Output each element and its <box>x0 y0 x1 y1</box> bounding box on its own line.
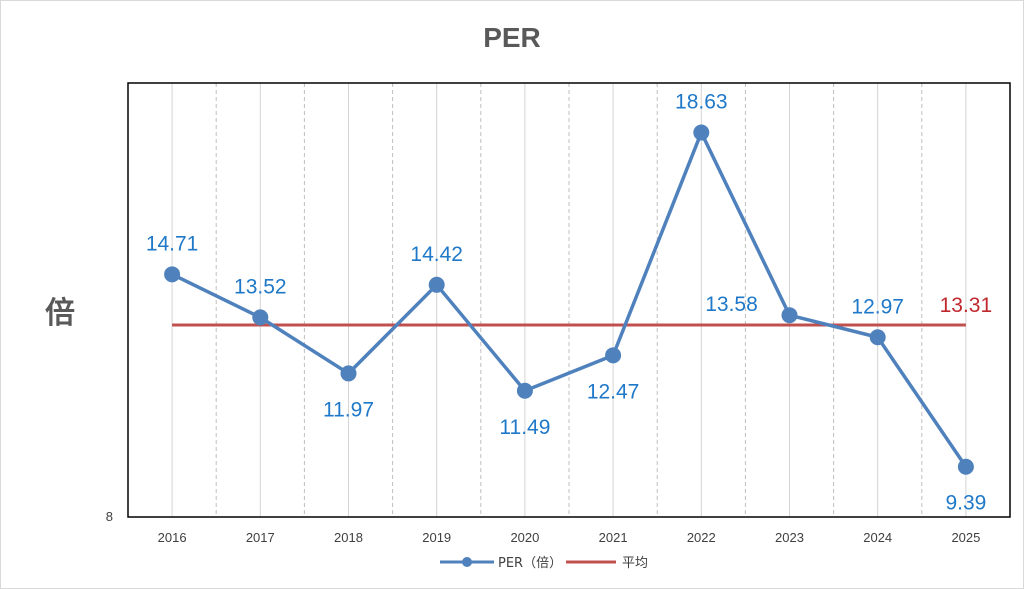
data-labels: 14.71 13.52 11.97 14.42 11.49 12.47 18.63 13.58… <box>146 91 992 515</box>
data-point <box>781 307 798 324</box>
data-label: 18.63 <box>675 91 728 114</box>
plot-area <box>127 82 1011 518</box>
chart-title: PER <box>483 22 541 53</box>
data-label: 12.97 <box>851 295 904 318</box>
data-label: 9.39 <box>945 492 986 515</box>
x-tick-label: 2022 <box>687 530 716 545</box>
x-tick-label: 2025 <box>951 530 980 545</box>
data-label: 11.49 <box>499 416 550 439</box>
data-label: 13.58 <box>705 293 758 316</box>
data-label: 11.97 <box>323 398 374 421</box>
x-tick-label: 2024 <box>863 530 892 545</box>
data-point <box>252 309 269 326</box>
series-line <box>171 130 968 468</box>
x-tick-label: 2021 <box>599 530 628 545</box>
data-label: 14.42 <box>410 243 463 266</box>
data-point <box>605 347 622 364</box>
data-point <box>340 365 357 382</box>
x-tick-label: 2019 <box>422 530 451 545</box>
data-point <box>164 266 181 283</box>
data-label: 12.47 <box>587 380 640 403</box>
x-tick-labels: 2016 2017 2018 2019 2020 2021 2022 2023 2024 2025 <box>158 530 981 545</box>
data-point <box>869 329 886 346</box>
legend-per-marker <box>462 557 472 567</box>
legend-average-label: 平均 <box>622 556 648 571</box>
data-point <box>957 458 974 475</box>
data-point <box>428 276 445 293</box>
data-label: 14.71 <box>146 232 199 255</box>
legend: PER（倍） 平均 <box>440 556 648 571</box>
per-series <box>164 124 974 475</box>
data-point <box>693 124 710 141</box>
y-axis-label: 倍 <box>45 296 75 331</box>
legend-per-label: PER（倍） <box>498 556 562 571</box>
x-tick-label: 2020 <box>510 530 539 545</box>
x-tick-label: 2016 <box>158 530 187 545</box>
data-point <box>516 382 533 399</box>
average-data-label: 13.31 <box>940 294 993 317</box>
y-tick-label: 8 <box>106 509 113 524</box>
data-label: 13.52 <box>234 275 287 298</box>
x-tick-label: 2017 <box>246 530 275 545</box>
gridlines <box>171 83 967 517</box>
x-tick-label: 2023 <box>775 530 804 545</box>
x-tick-label: 2018 <box>334 530 363 545</box>
